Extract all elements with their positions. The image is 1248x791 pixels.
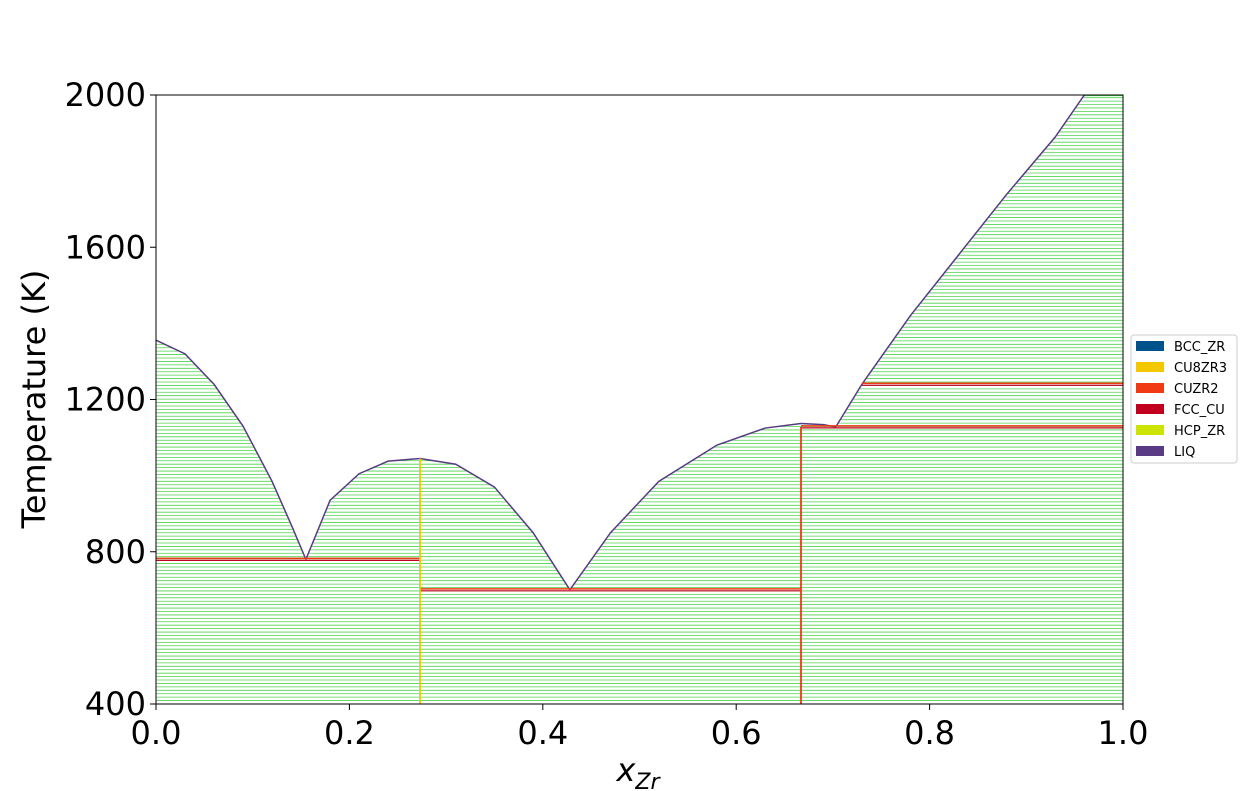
legend-swatch (1136, 383, 1164, 393)
y-tick-label: 2000 (65, 76, 146, 114)
x-tick-label: 0.4 (517, 714, 568, 752)
liquidus-line (861, 95, 1085, 385)
liquidus-line (305, 457, 421, 560)
legend-swatch (1136, 362, 1164, 372)
legend: BCC_ZR CU8ZR3 CUZR2 FCC_CU HCP_ZR LIQ (1130, 334, 1238, 464)
x-tick-label: 0.0 (131, 714, 182, 752)
legend-swatch (1136, 446, 1164, 456)
liquidus-line (156, 339, 307, 560)
legend-label: BCC_ZR (1174, 340, 1225, 355)
tie-lines (156, 95, 1123, 701)
legend-label: FCC_CU (1174, 403, 1225, 418)
x-tick-label: 0.2 (324, 714, 375, 752)
y-tick-label: 1600 (65, 228, 146, 266)
legend-swatch (1136, 404, 1164, 414)
x-axis-ticks: 0.0 0.2 0.4 0.6 0.8 1.0 (131, 704, 1149, 752)
x-axis-label: xZr (615, 751, 661, 791)
y-axis-ticks: 400 800 1200 1600 2000 (65, 76, 156, 723)
legend-swatch (1136, 341, 1164, 351)
y-tick-label: 800 (85, 533, 146, 571)
x-tick-label: 1.0 (1098, 714, 1149, 752)
x-tick-label: 0.8 (904, 714, 955, 752)
y-axis-label: Temperature (K) (15, 270, 53, 530)
legend-label: LIQ (1174, 445, 1195, 460)
legend-swatch (1136, 425, 1164, 435)
y-tick-label: 400 (85, 685, 146, 723)
legend-label: CU8ZR3 (1174, 361, 1227, 376)
liquidus-line (835, 383, 863, 428)
y-tick-label: 1200 (65, 381, 146, 419)
x-tick-label: 0.6 (711, 714, 762, 752)
liquidus-line (419, 457, 571, 591)
legend-label: HCP_ZR (1174, 424, 1225, 439)
liquidus-line (569, 422, 802, 591)
phase-boundaries (156, 95, 1123, 704)
legend-label: CUZR2 (1174, 382, 1219, 397)
